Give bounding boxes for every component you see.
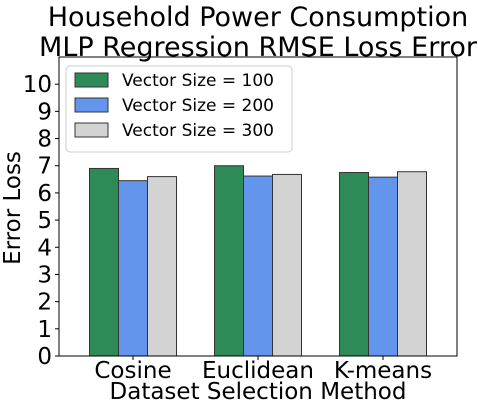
y-tick-label: 2 [37, 290, 52, 316]
bar-euclidean-series-3 [272, 173, 302, 357]
y-tick-label: 3 [37, 262, 52, 288]
bar-k-means-series-1 [339, 172, 369, 357]
legend-swatch [74, 97, 109, 113]
y-tick-label: 9 [37, 99, 52, 125]
y-tick-label: 10 [23, 72, 52, 98]
legend-label: Vector Size = 300 [122, 121, 274, 141]
legend: Vector Size = 100 Vector Size = 200 Vector… [65, 65, 293, 153]
chart-title-line-2: MLP Regression RMSE Loss Error [39, 32, 478, 63]
y-tick-label: 6 [37, 181, 52, 207]
legend-swatch [74, 72, 109, 88]
legend-swatch [74, 122, 109, 138]
legend-frame [65, 65, 293, 153]
x-tick-label: Euclidean [202, 358, 314, 384]
bar-euclidean-series-2 [243, 175, 273, 357]
legend-label: Vector Size = 100 [122, 71, 274, 91]
y-tick-label: 1 [37, 317, 52, 343]
bar-cosine-series-1 [89, 167, 119, 357]
bar-cosine-series-2 [118, 180, 148, 357]
x-tick-label: Cosine [94, 358, 171, 384]
bar-euclidean-series-1 [214, 165, 244, 357]
x-tick-label: K-means [334, 358, 432, 384]
chart-title-line-1: Household Power Consumption [48, 2, 469, 33]
y-tick-label: 5 [37, 208, 52, 234]
y-tick-label: 4 [37, 235, 52, 261]
bar-k-means-series-3 [397, 171, 427, 357]
y-tick-label: 0 [37, 344, 52, 370]
legend-label: Vector Size = 200 [122, 96, 274, 116]
y-tick-label: 8 [37, 127, 52, 153]
y-axis-label: Error Loss [0, 151, 26, 265]
bar-cosine-series-3 [147, 176, 177, 357]
x-axis-label: Dataset Selection Method [110, 379, 407, 405]
bar-k-means-series-2 [368, 176, 398, 357]
plot-frame [58, 56, 458, 357]
y-tick-label: 7 [37, 154, 52, 180]
